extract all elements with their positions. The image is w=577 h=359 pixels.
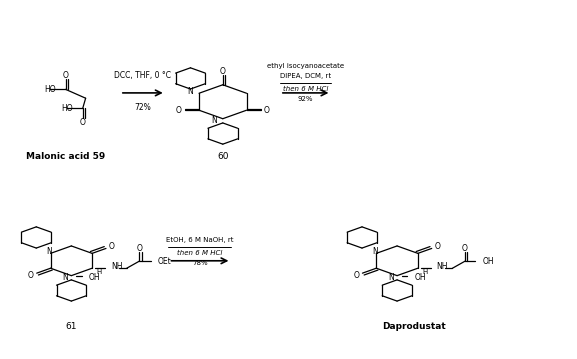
- Text: then 6 M HCl: then 6 M HCl: [283, 87, 328, 92]
- Text: O: O: [176, 106, 182, 115]
- Text: Daprodustat: Daprodustat: [383, 322, 446, 331]
- Text: HO: HO: [44, 85, 55, 94]
- Text: NH: NH: [436, 262, 448, 271]
- Text: O: O: [80, 118, 86, 127]
- Text: N: N: [372, 247, 378, 256]
- Text: O: O: [434, 242, 441, 251]
- Text: O: O: [354, 271, 359, 280]
- Text: HO: HO: [61, 104, 73, 113]
- Text: O: O: [28, 271, 33, 280]
- Text: N: N: [388, 273, 394, 282]
- Text: 72%: 72%: [134, 103, 151, 112]
- Text: 61: 61: [66, 322, 77, 331]
- Text: O: O: [264, 106, 269, 115]
- Text: N: N: [63, 273, 69, 282]
- Text: 92%: 92%: [298, 96, 313, 102]
- Text: EtOH, 6 M NaOH, rt: EtOH, 6 M NaOH, rt: [166, 237, 234, 243]
- Text: N: N: [47, 247, 53, 256]
- Text: NH: NH: [111, 262, 122, 271]
- Text: 78%: 78%: [192, 260, 208, 266]
- Text: O: O: [462, 244, 468, 253]
- Text: DCC, THF, 0 °C: DCC, THF, 0 °C: [114, 71, 171, 80]
- Text: OH: OH: [482, 257, 494, 266]
- Text: O: O: [63, 71, 69, 80]
- Text: N: N: [211, 116, 217, 125]
- Text: DIPEA, DCM, rt: DIPEA, DCM, rt: [280, 73, 331, 79]
- Text: O: O: [220, 67, 226, 76]
- Text: N: N: [188, 87, 193, 96]
- Text: OEt: OEt: [158, 257, 171, 266]
- Text: then 6 M HCl: then 6 M HCl: [177, 250, 223, 256]
- Text: O: O: [136, 244, 143, 253]
- Text: H: H: [96, 270, 102, 275]
- Text: H: H: [422, 270, 428, 275]
- Text: ethyl isocyanoacetate: ethyl isocyanoacetate: [267, 64, 344, 69]
- Text: OH: OH: [414, 273, 426, 282]
- Text: O: O: [109, 242, 115, 251]
- Text: OH: OH: [88, 273, 100, 282]
- Text: 60: 60: [217, 152, 228, 161]
- Text: Malonic acid 59: Malonic acid 59: [25, 152, 105, 161]
